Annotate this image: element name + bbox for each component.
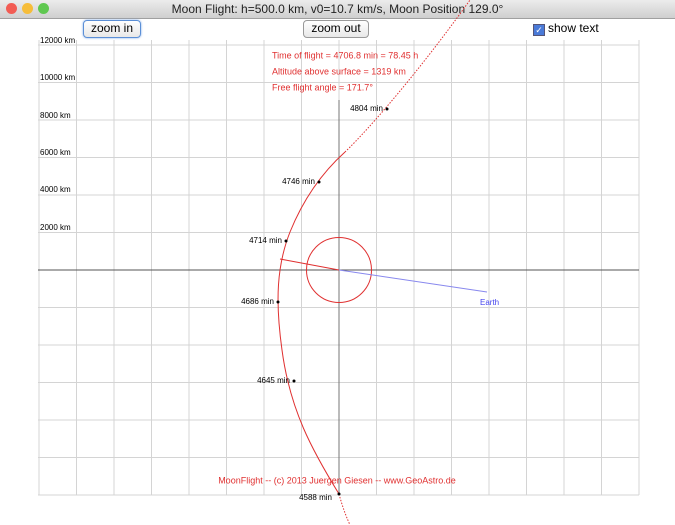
zoom-out-button[interactable]: zoom out	[303, 20, 369, 38]
show-text-checkbox[interactable]: ✓ show text	[533, 20, 599, 36]
minimize-button[interactable]	[22, 3, 33, 14]
window-title: Moon Flight: h=500.0 km, v0=10.7 km/s, M…	[171, 2, 504, 16]
time-label: 4714 min	[249, 236, 282, 245]
info-text: Altitude above surface = 1319 km	[272, 66, 406, 76]
y-axis-label: 12000 km	[40, 36, 75, 45]
y-axis-label: 4000 km	[40, 185, 71, 194]
time-label: 4804 min	[350, 104, 383, 113]
time-label: 4588 min	[299, 493, 332, 502]
time-marker	[337, 492, 341, 496]
footer: MoonFlight -- (c) 2013 Juergen Giesen --…	[218, 475, 456, 485]
time-marker	[317, 180, 321, 184]
info-text: Free flight angle = 171.7°	[272, 82, 373, 92]
checkbox-label: show text	[548, 21, 599, 35]
zoom-in-button[interactable]: zoom in	[83, 20, 141, 38]
earth-direction	[338, 269, 488, 293]
info-text: Time of flight = 4706.8 min = 78.45 h	[272, 50, 418, 60]
time-marker	[276, 300, 280, 304]
time-label: 4645 min	[257, 376, 290, 385]
time-marker	[284, 239, 288, 243]
y-axis-label: 8000 km	[40, 111, 71, 120]
title-bar: Moon Flight: h=500.0 km, v0=10.7 km/s, M…	[0, 0, 675, 19]
y-axis-label: 10000 km	[40, 73, 75, 82]
time-marker	[292, 379, 296, 383]
moon	[306, 237, 372, 303]
y-axis-label: 6000 km	[40, 148, 71, 157]
time-label: 4746 min	[282, 177, 315, 186]
zoom-window-button[interactable]	[38, 3, 49, 14]
checkbox[interactable]: ✓	[533, 24, 545, 36]
trajectory-extension	[338, 0, 471, 525]
trajectory	[277, 151, 346, 495]
y-axis-label: 2000 km	[40, 223, 71, 232]
close-button[interactable]	[6, 3, 17, 14]
time-label: 4686 min	[241, 297, 274, 306]
closest-approach	[279, 258, 340, 271]
time-marker	[385, 107, 389, 111]
grid	[38, 40, 640, 496]
earth-label: Earth	[480, 298, 499, 307]
